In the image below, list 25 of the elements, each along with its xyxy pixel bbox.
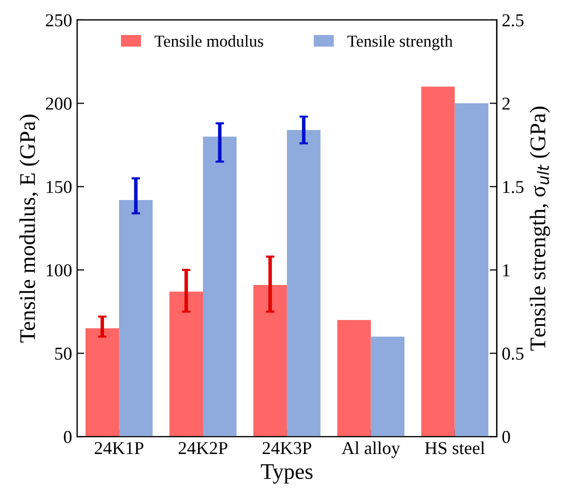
x-axis-title: Types	[260, 464, 312, 484]
x-tick-label: HS steel	[424, 441, 485, 454]
y2-tick-label: 2	[502, 98, 510, 110]
y2-tick-label: 2.5	[502, 14, 524, 26]
y2-tick-label: 0	[502, 430, 510, 444]
y2-tick-label: 1	[503, 264, 510, 276]
x-tick-label: Al alloy	[342, 441, 400, 458]
y-tick-label: 200	[46, 98, 72, 110]
y2-tick-label: 1.5	[503, 180, 524, 194]
y-tick-label: 250	[46, 14, 72, 26]
y-axis-title: Tensile modulus, E (GPa)	[19, 114, 40, 343]
bar	[119, 200, 153, 437]
legend-label: Tensile modulus	[154, 35, 264, 47]
x-tick-label: 24K3P	[262, 442, 312, 454]
bar	[286, 130, 320, 437]
bar	[202, 136, 237, 437]
legend-label: Tensile strength	[347, 35, 453, 50]
x-tick-label: 24K1P	[94, 442, 144, 454]
y-tick-label: 50	[55, 348, 72, 360]
y-tick-label: 0	[64, 430, 72, 444]
y-tick-label: 100	[46, 264, 72, 276]
x-tick-label: 24K2P	[178, 442, 228, 454]
y2-tick-label: 0.5	[502, 348, 524, 360]
y2-axis-title: Tensile strength, σ$_{ult}$ (GPa)	[530, 106, 550, 351]
y-tick-label: 150	[46, 180, 72, 194]
